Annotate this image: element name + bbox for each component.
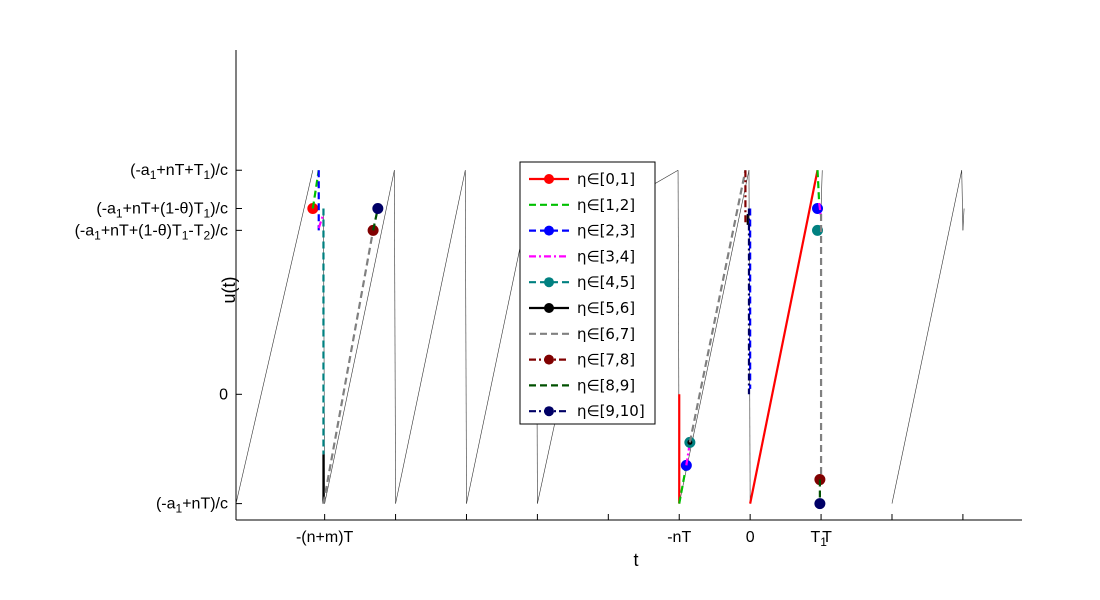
sawtooth-segment	[962, 208, 965, 231]
legend-label: η∈[7,8]	[577, 351, 635, 369]
sawtooth-segment	[891, 170, 963, 504]
x-tick-label: 0	[746, 529, 755, 546]
series-line-4	[317, 213, 325, 229]
series-line-7	[322, 230, 375, 504]
plot-area	[235, 169, 965, 510]
sawtooth-segment	[395, 170, 466, 504]
legend-label: η∈[8,9]	[577, 376, 635, 394]
y-tick-label: 0	[219, 386, 228, 403]
y-axis-title: u(t)	[219, 277, 239, 304]
legend-marker-1	[544, 174, 554, 184]
series-line-2	[816, 170, 821, 204]
legend-marker-6	[544, 303, 554, 313]
series-line-1	[749, 170, 819, 504]
legend-marker-10	[544, 406, 554, 417]
series-marker-10	[814, 498, 826, 510]
sawtooth-segment	[820, 170, 823, 209]
sawtooth-segment	[678, 170, 750, 504]
legend-label: η∈[6,7]	[577, 325, 635, 343]
x-axis-title: t	[633, 550, 638, 570]
y-tick-label: (-a1+nT)/c	[156, 496, 228, 516]
x-tick-label: -(n+m)T	[296, 529, 354, 546]
axes: -(n+m)T -nT 0 T1T(-a1+nT)/c0(-a1+nT+(1-θ)T1…	[75, 50, 1022, 549]
legend-label: η∈[5,6]	[577, 299, 635, 317]
y-tick-label: (-a1+nT+(1-θ)T1)/c	[96, 200, 228, 220]
sawtooth-segment	[464, 170, 467, 504]
legend-label: η∈[0,1]	[577, 170, 635, 188]
legend-label: η∈[3,4]	[577, 247, 635, 265]
legend-label: η∈[1,2]	[577, 196, 635, 214]
legend-label: η∈[4,5]	[577, 273, 635, 291]
sawtooth-segment	[235, 170, 314, 504]
series-line-2	[678, 465, 688, 504]
x-tick-label: T	[822, 529, 832, 546]
series-line-2	[311, 170, 320, 209]
sawtooth-segment	[324, 170, 395, 504]
legend-marker-3	[544, 225, 554, 236]
legend-label: η∈[9,10]	[577, 402, 645, 420]
legend-marker-5	[544, 277, 554, 288]
series-marker-3	[812, 202, 824, 214]
legend: η∈[0,1] η∈[1,2] η∈[2,3] η∈[3,4] η∈[4,5] η∈[5,…	[519, 161, 656, 425]
x-tick-label: -nT	[667, 529, 691, 546]
sawtooth-segment	[961, 170, 964, 231]
sawtooth-segment	[394, 170, 396, 504]
y-tick-label: (-a1+nT+T1)/c	[130, 162, 228, 182]
legend-marker-8	[544, 354, 554, 365]
series-line-7	[688, 170, 747, 443]
series-marker-10	[372, 202, 384, 214]
series-line-9	[372, 208, 379, 231]
legend-label: η∈[2,3]	[577, 222, 635, 240]
y-tick-label: (-a1+nT+(1-θ)T1-T2)/c	[75, 222, 228, 242]
